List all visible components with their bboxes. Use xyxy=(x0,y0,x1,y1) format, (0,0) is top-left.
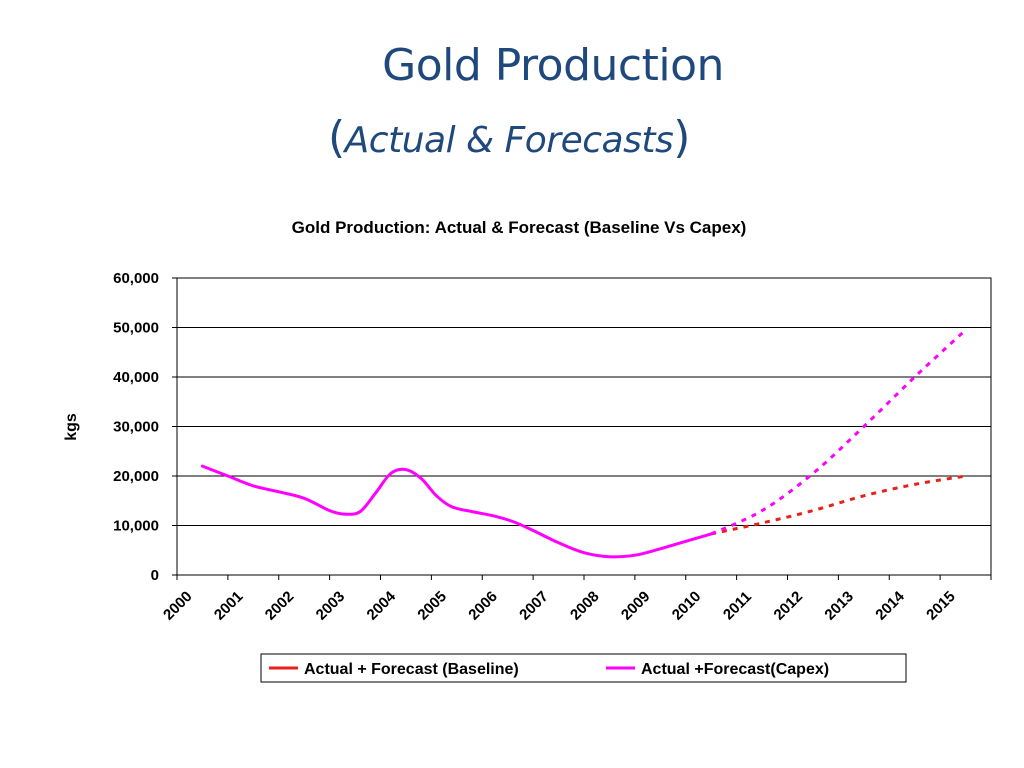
x-tick-label: 2004 xyxy=(364,588,400,624)
open-paren: ( xyxy=(328,112,345,163)
x-tick-label: 2006 xyxy=(465,588,501,624)
x-tick-label: 2001 xyxy=(211,588,247,624)
y-axis: 0 10,000 20,000 30,000 40,000 50,000 60,000 xyxy=(113,270,177,584)
x-tick-label: 2015 xyxy=(923,588,959,624)
slide-title-line2: (Actual & Forecasts) xyxy=(328,110,690,169)
legend-label-capex: Actual +Forecast(Capex) xyxy=(641,661,829,678)
chart-title: Gold Production: Actual & Forecast (Base… xyxy=(292,218,747,237)
series-line-actual xyxy=(200,464,713,559)
legend-label-baseline: Actual + Forecast (Baseline) xyxy=(304,661,519,678)
slide-title: Gold Production (Actual & Forecasts) xyxy=(0,38,1024,163)
x-tick-label: 2002 xyxy=(262,588,298,624)
x-tick-label: 2005 xyxy=(414,588,450,624)
y-tick-label: 0 xyxy=(151,567,159,584)
x-tick-label: 2014 xyxy=(872,588,908,624)
series-line-capex-forecast xyxy=(710,328,967,536)
x-tick-label: 2007 xyxy=(516,588,552,624)
x-axis: 2000 2001 2002 2003 2004 2005 2006 2007 2008 2009… xyxy=(160,575,992,624)
slide-subtitle-text: Actual & Forecasts xyxy=(344,120,674,161)
series-layer xyxy=(200,328,967,559)
y-axis-title: kgs xyxy=(63,413,80,441)
x-tick-label: 2000 xyxy=(160,588,196,624)
grid-layer xyxy=(177,327,991,526)
legend-box xyxy=(260,653,907,683)
x-tick-label: 2013 xyxy=(821,588,857,624)
series-line-baseline-forecast xyxy=(710,474,966,536)
x-tick-label: 2003 xyxy=(313,588,349,624)
x-tick-label: 2010 xyxy=(669,588,705,624)
x-tick-label: 2011 xyxy=(720,588,755,623)
y-tick-label: 50,000 xyxy=(113,320,159,337)
legend: Actual + Forecast (Baseline) Actual +For… xyxy=(260,653,907,683)
x-tick-label: 2008 xyxy=(567,588,603,624)
close-paren: ) xyxy=(673,112,690,163)
x-tick-label: 2012 xyxy=(771,588,807,624)
y-tick-label: 40,000 xyxy=(113,369,159,386)
y-tick-label: 20,000 xyxy=(113,468,159,485)
y-tick-label: 30,000 xyxy=(113,419,159,436)
slide-title-line1: Gold Production xyxy=(382,40,724,91)
x-tick-label: 2009 xyxy=(618,588,654,624)
y-tick-label: 60,000 xyxy=(113,270,159,287)
y-tick-label: 10,000 xyxy=(113,518,159,535)
